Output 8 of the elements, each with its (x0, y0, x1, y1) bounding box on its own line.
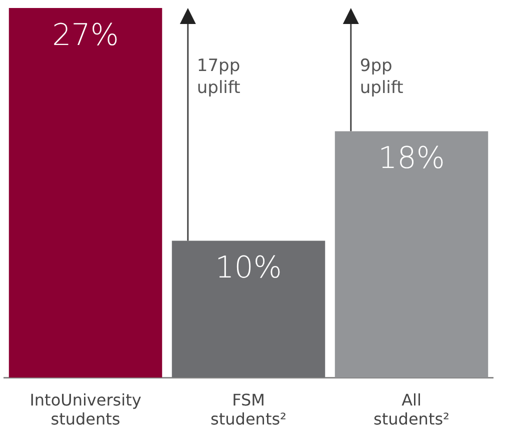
data-label: 10% (215, 250, 282, 286)
annotation: 9pp uplift (360, 56, 404, 98)
data-label: 18% (378, 140, 445, 176)
data-label: 27% (52, 18, 119, 53)
x-tick-label: IntoUniversity students (30, 390, 142, 429)
x-tick-label: FSM students² (210, 390, 286, 429)
annotation: 17pp uplift (196, 56, 241, 98)
x-tick-label: All students² (374, 390, 450, 429)
